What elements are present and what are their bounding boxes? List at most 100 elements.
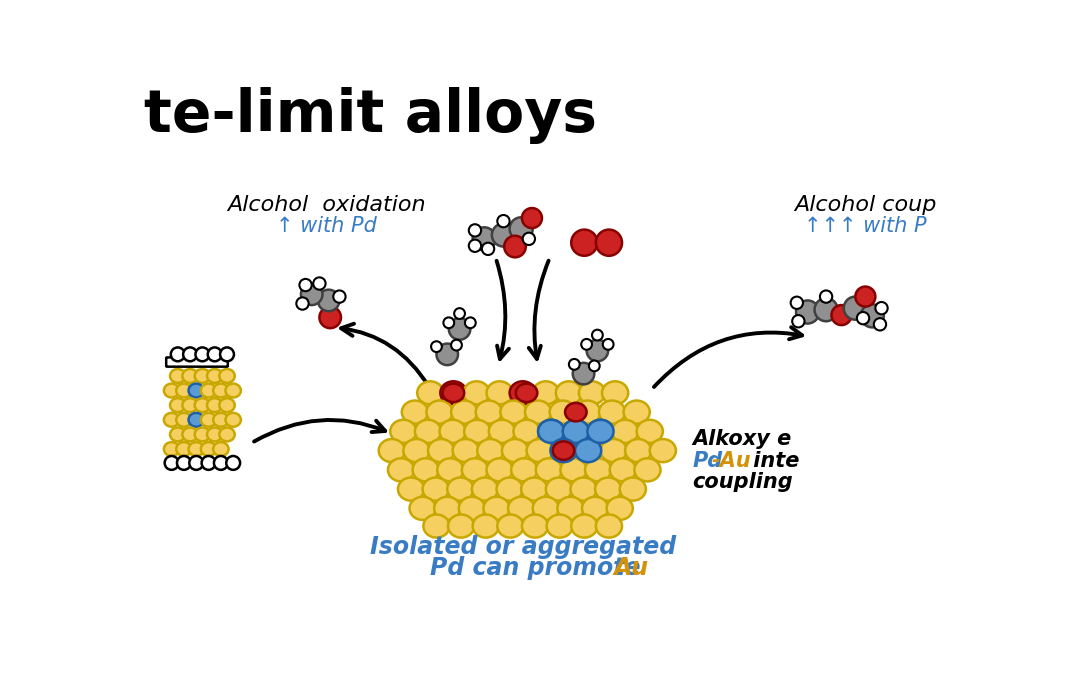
Circle shape [796, 300, 819, 323]
Ellipse shape [176, 383, 191, 398]
Circle shape [491, 223, 515, 246]
Ellipse shape [545, 477, 572, 501]
Circle shape [184, 348, 197, 361]
Ellipse shape [511, 458, 538, 481]
Ellipse shape [440, 420, 465, 443]
Circle shape [455, 308, 465, 319]
Circle shape [444, 317, 455, 328]
Circle shape [482, 243, 495, 255]
Ellipse shape [390, 420, 417, 443]
Ellipse shape [588, 420, 613, 443]
Ellipse shape [484, 497, 510, 520]
Ellipse shape [502, 439, 528, 462]
Circle shape [820, 290, 833, 303]
Ellipse shape [189, 383, 204, 398]
Ellipse shape [516, 383, 538, 402]
Ellipse shape [500, 400, 527, 424]
Circle shape [497, 215, 510, 227]
Ellipse shape [226, 413, 241, 427]
Ellipse shape [538, 420, 564, 443]
Ellipse shape [441, 381, 467, 404]
Circle shape [207, 348, 221, 361]
Ellipse shape [497, 477, 523, 501]
Ellipse shape [525, 400, 551, 424]
Text: te-limit alloys: te-limit alloys [144, 87, 597, 144]
Ellipse shape [183, 398, 198, 412]
Circle shape [874, 318, 886, 331]
Ellipse shape [551, 439, 577, 462]
Text: Alcohol  oxidation: Alcohol oxidation [227, 195, 426, 215]
Circle shape [814, 298, 838, 321]
Circle shape [569, 359, 580, 370]
Ellipse shape [565, 403, 586, 421]
Text: Au: Au [613, 556, 649, 580]
Circle shape [523, 233, 535, 245]
Ellipse shape [176, 442, 191, 456]
Circle shape [171, 348, 185, 361]
Ellipse shape [459, 497, 485, 520]
Ellipse shape [402, 400, 428, 424]
Ellipse shape [588, 420, 613, 443]
Ellipse shape [563, 420, 589, 443]
Circle shape [320, 306, 341, 328]
Circle shape [469, 224, 481, 236]
Circle shape [189, 456, 203, 470]
Circle shape [855, 287, 876, 306]
FancyBboxPatch shape [166, 358, 228, 367]
Ellipse shape [189, 442, 204, 456]
Ellipse shape [194, 369, 211, 383]
Circle shape [843, 296, 867, 320]
Circle shape [596, 230, 622, 256]
Circle shape [465, 317, 475, 328]
Ellipse shape [522, 514, 549, 537]
Ellipse shape [413, 458, 438, 481]
Ellipse shape [437, 458, 463, 481]
Ellipse shape [527, 439, 553, 462]
Circle shape [436, 344, 458, 365]
Ellipse shape [462, 458, 488, 481]
Ellipse shape [397, 477, 424, 501]
Ellipse shape [489, 420, 515, 443]
Ellipse shape [219, 398, 234, 412]
Circle shape [861, 304, 883, 327]
Circle shape [220, 348, 234, 361]
Ellipse shape [570, 477, 596, 501]
Text: Pd: Pd [692, 451, 723, 470]
Ellipse shape [213, 442, 229, 456]
Ellipse shape [497, 514, 524, 537]
Ellipse shape [183, 369, 198, 383]
Circle shape [164, 456, 178, 470]
Ellipse shape [575, 439, 602, 462]
Circle shape [504, 236, 526, 257]
Circle shape [473, 227, 496, 250]
Ellipse shape [550, 400, 576, 424]
Ellipse shape [213, 413, 229, 427]
Circle shape [793, 315, 805, 327]
Circle shape [856, 312, 869, 324]
Ellipse shape [219, 369, 234, 383]
Ellipse shape [634, 458, 661, 481]
Ellipse shape [176, 413, 191, 427]
Circle shape [586, 340, 608, 361]
Ellipse shape [207, 369, 222, 383]
Circle shape [177, 456, 191, 470]
Ellipse shape [164, 413, 179, 427]
Ellipse shape [576, 439, 602, 462]
Ellipse shape [582, 497, 608, 520]
Ellipse shape [194, 427, 211, 441]
Ellipse shape [427, 400, 453, 424]
Circle shape [214, 456, 228, 470]
Circle shape [589, 360, 599, 371]
Circle shape [603, 339, 613, 350]
Ellipse shape [464, 420, 490, 443]
Ellipse shape [451, 400, 477, 424]
Circle shape [334, 290, 346, 303]
Ellipse shape [164, 383, 179, 398]
Ellipse shape [403, 439, 430, 462]
Ellipse shape [434, 497, 460, 520]
Ellipse shape [422, 477, 449, 501]
Ellipse shape [536, 458, 562, 481]
Circle shape [876, 302, 888, 315]
Circle shape [571, 230, 597, 256]
Ellipse shape [579, 381, 605, 404]
